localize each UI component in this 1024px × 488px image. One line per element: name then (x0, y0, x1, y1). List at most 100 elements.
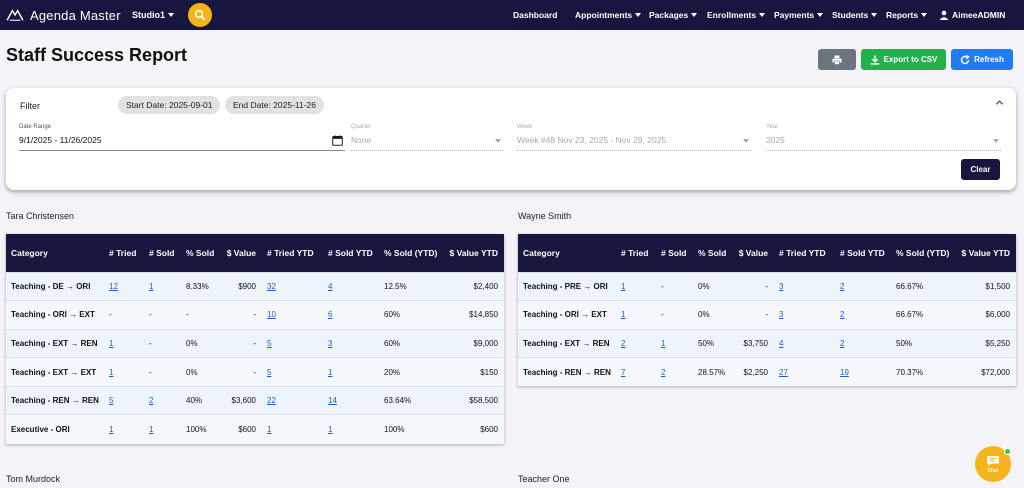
count-link[interactable]: 2 (840, 281, 845, 291)
count-link[interactable]: 4 (328, 281, 333, 291)
count-link[interactable]: 3 (779, 310, 784, 320)
count-link[interactable]: 1 (267, 425, 272, 435)
count-link[interactable]: 1 (328, 425, 333, 435)
chevron-down-icon (495, 139, 501, 143)
refresh-button[interactable]: Refresh (951, 49, 1013, 70)
table-cell: 1 (262, 414, 323, 444)
user-name: AimeeADMIN (952, 10, 1006, 20)
count-link[interactable]: 5 (109, 396, 114, 406)
table-cell: 100% (379, 414, 443, 444)
count-link[interactable]: 7 (621, 367, 626, 377)
start-date-chip[interactable]: Start Date: 2025-09-01 (118, 96, 221, 114)
count-link[interactable]: 1 (661, 338, 666, 348)
table-cell: 1 (656, 328, 693, 358)
count-link[interactable]: 22 (267, 396, 276, 406)
quarter-select[interactable]: Quarter None (351, 124, 503, 151)
count-link[interactable]: 1 (149, 281, 154, 291)
table-cell: $600 (443, 414, 504, 444)
user-menu[interactable]: AimeeADMIN (939, 0, 1005, 30)
count-link[interactable]: 3 (779, 281, 784, 291)
week-select[interactable]: Week Week #48 Nov 23, 2025 - Nov 29, 202… (517, 124, 751, 151)
chevron-up-icon[interactable] (995, 98, 1004, 107)
count-link[interactable]: 2 (621, 338, 626, 348)
chat-label: Chat (987, 467, 999, 474)
nav-dashboard-label: Dashboard (513, 10, 558, 20)
table-cell: Teaching - ORI → EXT (518, 300, 616, 330)
export-csv-button[interactable]: Export to CSV (861, 49, 946, 70)
year-select[interactable]: Year 2025 (766, 124, 1001, 151)
count-link[interactable]: 19 (840, 367, 849, 377)
count-link[interactable]: 1 (109, 338, 114, 348)
nav-appointments-label: Appointments (575, 10, 633, 20)
table-cell: - (144, 357, 181, 387)
table-cell: - (656, 300, 693, 330)
count-link[interactable]: 12 (109, 281, 118, 291)
count-link[interactable]: 6 (328, 310, 333, 320)
calendar-icon[interactable] (332, 135, 343, 146)
print-button[interactable] (818, 49, 856, 70)
count-link[interactable]: 10 (267, 310, 276, 320)
table-cell: - (144, 328, 181, 358)
nav-students-label: Students (832, 10, 869, 20)
table-cell: 1 (144, 414, 181, 444)
nav-enrollments[interactable]: Enrollments (707, 0, 766, 30)
studio-selector[interactable]: Studio1 (132, 10, 174, 20)
table-cell: 12.5% (379, 271, 443, 301)
filter-panel: Filter Start Date: 2025-09-01 End Date: … (6, 88, 1016, 190)
count-link[interactable]: 2 (149, 396, 154, 406)
count-link[interactable]: 1 (621, 310, 626, 320)
count-link[interactable]: 32 (267, 281, 276, 291)
nav-students[interactable]: Students (832, 0, 878, 30)
search-button[interactable] (188, 3, 212, 27)
count-link[interactable]: 2 (840, 310, 845, 320)
table-cell: 2 (835, 300, 891, 330)
column-header: # Tried (109, 247, 137, 258)
column-header: % Sold (698, 247, 727, 258)
table-cell: 27 (774, 357, 835, 387)
count-link[interactable]: 5 (267, 338, 272, 348)
count-link[interactable]: 27 (779, 367, 788, 377)
table-cell: 12 (104, 271, 144, 301)
nav-dashboard[interactable]: Dashboard (513, 0, 557, 30)
nav-appointments[interactable]: Appointments (575, 0, 642, 30)
refresh-icon (960, 54, 970, 64)
table-cell: $14,850 (443, 300, 504, 330)
date-range-input[interactable]: 9/1/2025 - 11/26/2025 (19, 135, 102, 145)
table-cell: 66.67% (891, 300, 955, 330)
table-cell: 1 (144, 271, 181, 301)
date-range-field[interactable]: Date Range 9/1/2025 - 11/26/2025 (19, 124, 345, 151)
count-link[interactable]: 3 (328, 338, 333, 348)
column-header: $ Value YTD (449, 247, 498, 258)
clear-button[interactable]: Clear (961, 159, 1000, 180)
count-link[interactable]: 1 (621, 281, 626, 291)
chevron-down-icon (817, 13, 824, 17)
table-cell: 0% (693, 300, 733, 330)
table-cell: 66.67% (891, 271, 955, 301)
nav-payments[interactable]: Payments (774, 0, 824, 30)
nav-packages[interactable]: Packages (649, 0, 698, 30)
count-link[interactable]: 1 (149, 425, 154, 435)
end-date-chip[interactable]: End Date: 2025-11-26 (225, 96, 325, 114)
count-link[interactable]: 1 (109, 425, 114, 435)
count-link[interactable]: 4 (779, 338, 784, 348)
count-link[interactable]: 5 (267, 367, 272, 377)
count-link[interactable]: 1 (109, 367, 114, 377)
table-cell: 19 (835, 357, 891, 387)
table-cell: 70.37% (891, 357, 955, 387)
chat-button[interactable]: Chat (975, 446, 1011, 482)
table-row: Teaching - EXT → EXT 1-0% -5 1 20% $150 (6, 357, 504, 387)
column-header: $ Value (738, 247, 768, 258)
column-header: # Tried YTD (779, 247, 826, 258)
page-title: Staff Success Report (6, 45, 188, 65)
year-underline (766, 150, 1001, 151)
count-link[interactable]: 14 (328, 396, 337, 406)
nav-reports[interactable]: Reports (886, 0, 928, 30)
count-link[interactable]: 2 (840, 338, 845, 348)
brand[interactable]: Agenda Master (0, 8, 128, 23)
table-cell: 0% (181, 328, 221, 358)
column-header: Category (11, 247, 48, 258)
table-cell: 100% (181, 414, 221, 444)
count-link[interactable]: 1 (328, 367, 333, 377)
table-cell: - (221, 300, 262, 330)
count-link[interactable]: 2 (661, 367, 666, 377)
